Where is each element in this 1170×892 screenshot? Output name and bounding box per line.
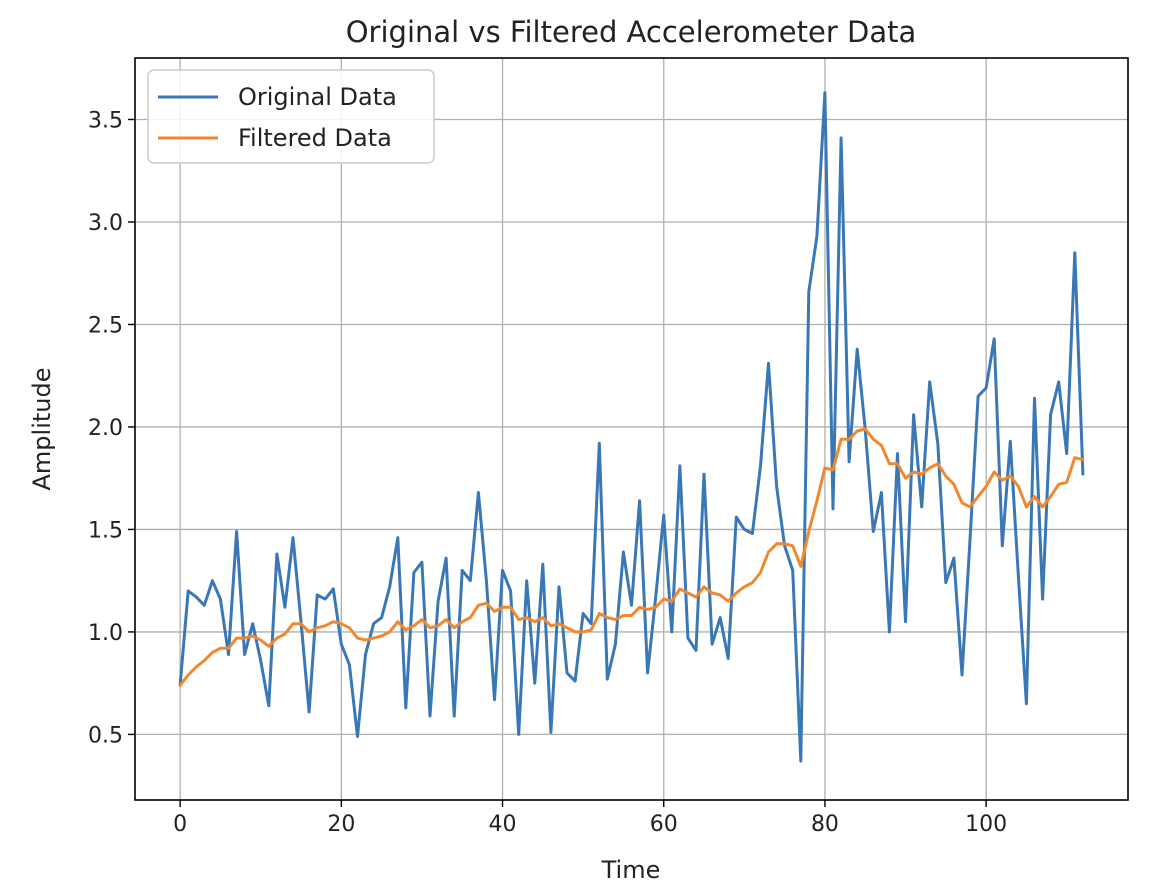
x-tick-label: 60	[650, 812, 678, 837]
axis-ticks: 0 20 40 60 80 100 0.5 1.0 1.5 2.0 2.5 3.0 3.5	[88, 108, 1007, 837]
series-line-original	[178, 91, 1085, 763]
y-tick-label: 2.5	[88, 313, 123, 338]
plot-lines	[178, 91, 1085, 763]
y-tick-label: 3.5	[88, 108, 123, 133]
x-tick-label: 40	[489, 812, 517, 837]
x-tick-label: 80	[811, 812, 839, 837]
legend: Original Data Filtered Data	[147, 69, 435, 164]
series-line-filtered	[178, 427, 1085, 687]
legend-label-original: Original Data	[238, 83, 397, 111]
y-axis-label: Amplitude	[28, 368, 56, 491]
y-tick-label: 1.0	[88, 621, 123, 646]
chart-title: Original vs Filtered Accelerometer Data	[346, 15, 917, 49]
y-tick-label: 1.5	[88, 518, 123, 543]
y-tick-label: 0.5	[88, 723, 123, 748]
y-tick-label: 3.0	[88, 211, 123, 236]
legend-label-filtered: Filtered Data	[238, 124, 392, 152]
x-tick-label: 0	[173, 812, 187, 837]
plot-area-frame	[134, 57, 1129, 801]
y-tick-label: 2.0	[88, 416, 123, 441]
x-tick-label: 100	[965, 812, 1007, 837]
legend-box	[147, 69, 435, 164]
x-axis-label: Time	[601, 856, 661, 884]
x-tick-label: 20	[327, 812, 355, 837]
